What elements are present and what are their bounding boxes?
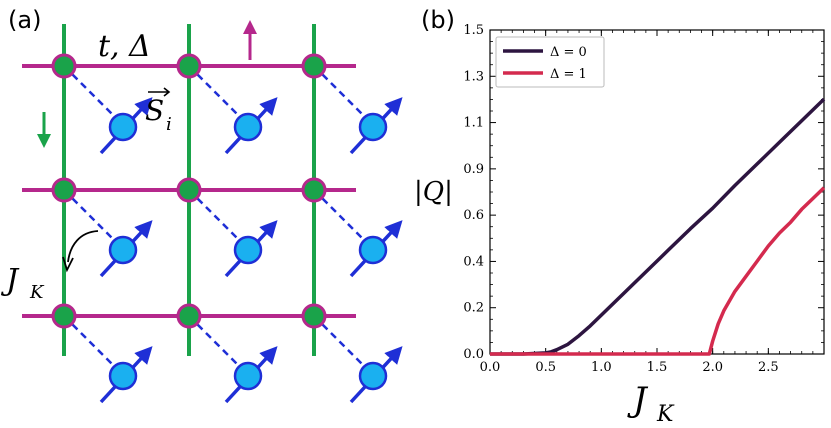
y-tick-label: 0.4 [463,254,484,269]
kondo-coupling [313,315,374,376]
spin-label-symbol: S [145,94,164,127]
lattice-site-icon [301,177,327,203]
y-tick-label: 0.9 [463,162,484,177]
panel-a-label: (a) [8,6,41,34]
kondo-coupling [313,189,374,250]
x-axis-ticks: 0.0 0.5 1.0 1.5 2.0 2.5 [480,30,814,375]
x-tick-label: 2.0 [702,360,723,375]
lattice-site-icon [176,177,202,203]
x-axis-label-symbol: J [627,380,649,420]
panel-b-chart: (b) 0.0 0.2 0.4 0.6 0.9 1.1 1.3 1.5 0.0 0.5 1.0 1.… [414,6,826,427]
spin-arrow-icon [99,97,153,155]
lattice-site-icon [176,53,202,79]
panel-b-label: (b) [421,6,455,34]
series-lines [490,97,826,356]
x-tick-label: 0.5 [535,360,556,375]
legend: Δ = 0 Δ = 1 [495,36,605,88]
x-tick-label: 0.0 [480,360,501,375]
spin-arrow-icon [224,346,278,404]
hopping-label: t, Δ [98,29,151,64]
legend-label-delta-1: Δ = 1 [550,67,587,82]
spin-arrow-icon [99,346,153,404]
y-axis-label: |Q| [414,177,453,207]
lattice-site-icon [51,303,77,329]
x-axis-label: J K [627,380,675,427]
x-tick-label: 1.0 [591,360,612,375]
hopping-direction-arrow-icon [243,20,257,60]
y-tick-label: 1.5 [463,23,484,38]
hopping-direction-arrow-icon [37,112,51,148]
spin-label-subscript: i [166,114,172,135]
kondo-couplings [63,65,374,376]
y-tick-label: 0.6 [463,208,484,223]
kondo-label-symbol: J [0,263,20,298]
kondo-coupling [63,189,124,250]
kondo-coupling [313,65,374,126]
spin-arrow-icon [349,97,403,155]
series-line-1 [490,186,826,356]
kondo-pointer-arrowhead-icon [62,256,74,273]
lattice-site-icon [301,53,327,79]
kondo-coupling [188,189,249,250]
y-tick-label: 1.3 [463,69,484,84]
spin-arrow-icon [349,220,403,278]
spin-arrow-icon [224,220,278,278]
x-tick-label: 1.5 [647,360,668,375]
spin-arrow-icon [99,220,153,278]
spin-label: S i [145,87,172,135]
x-tick-label: 2.5 [758,360,779,375]
y-tick-label: 1.1 [463,116,484,131]
kondo-label-subscript: K [29,282,45,303]
lattice-site-icon [301,303,327,329]
kondo-pointer-curve [67,230,99,263]
y-axis-label-text: |Q| [414,177,453,207]
kondo-label: J K [0,263,45,303]
spin-arrow-icon [224,97,278,155]
vector-arrow-icon [148,87,171,97]
kondo-coupling [63,315,124,376]
lattice-site-icon [51,53,77,79]
legend-label-delta-0: Δ = 0 [550,45,587,60]
x-axis-label-subscript: K [656,402,675,427]
kondo-coupling [188,65,249,126]
lattice-sites [51,53,327,329]
y-tick-label: 0.2 [463,301,484,316]
panel-a-lattice-diagram: (a) [0,6,403,404]
spin-arrow-icon [349,346,403,404]
lattice-site-icon [176,303,202,329]
kondo-coupling [63,65,124,126]
localized-spins [99,97,403,404]
lattice-site-icon [51,177,77,203]
y-tick-label: 0.0 [463,347,484,362]
kondo-coupling [188,315,249,376]
series-line-0 [490,97,826,356]
